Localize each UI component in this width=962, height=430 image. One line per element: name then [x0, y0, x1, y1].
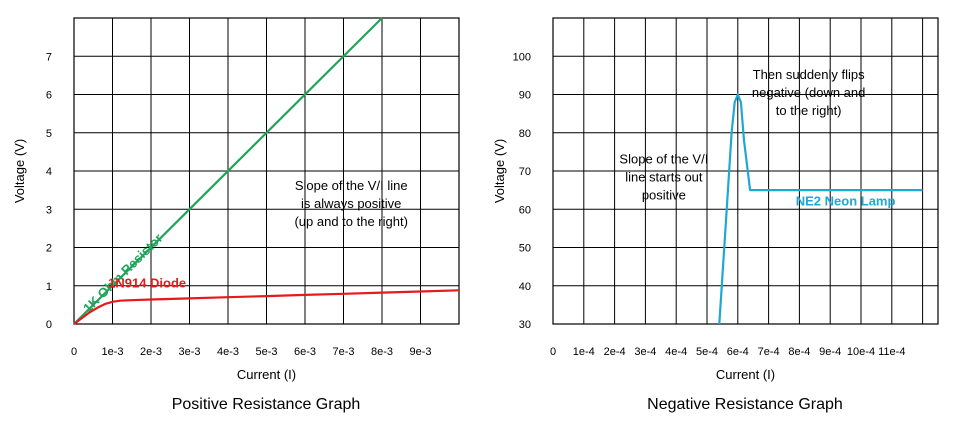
- x-tick-label: 7e-3: [332, 346, 354, 358]
- annotation-line: Slope of the V/I: [619, 151, 708, 166]
- chart-caption: Positive Resistance Graph: [172, 396, 361, 413]
- y-tick-label: 80: [519, 128, 531, 140]
- series-label-2: 1N914 Diode: [108, 276, 186, 291]
- x-tick-label: 8e-3: [371, 346, 393, 358]
- x-tick-label: 3e-3: [178, 346, 200, 358]
- x-tick-label: 0: [550, 346, 556, 358]
- y-tick-label: 50: [519, 243, 531, 255]
- x-tick-label: 11e-4: [878, 346, 905, 358]
- x-tick-label: 2e-4: [604, 346, 626, 358]
- grid: [553, 18, 938, 324]
- grid: [74, 18, 459, 324]
- x-tick-label: 0: [71, 346, 77, 358]
- y-tick-label: 3: [46, 204, 52, 216]
- x-tick-label: 5e-4: [696, 346, 718, 358]
- annotation-line: is always positive: [301, 196, 401, 211]
- annotation-1: Slope of the V/I line is always positive (…: [294, 178, 407, 229]
- y-tick-label: 90: [519, 90, 531, 102]
- annotation-line: to the right): [776, 103, 842, 118]
- x-tick-label: 5e-3: [255, 346, 277, 358]
- x-tick-label: 7e-4: [758, 346, 780, 358]
- x-tick-label: 1e-3: [101, 346, 123, 358]
- series-label-1: NE2 Neon Lamp: [796, 193, 896, 208]
- annotation-1: Slope of the V/I line starts out positive: [619, 151, 708, 202]
- y-tick-label: 2: [46, 243, 52, 255]
- annotation-line: Then suddenly flips: [753, 67, 866, 82]
- y-tick-label: 30: [519, 319, 531, 331]
- y-tick-label: 100: [513, 51, 531, 63]
- x-tick-label: 3e-4: [634, 346, 656, 358]
- annotation-line: (up and to the right): [294, 214, 407, 229]
- annotation-2: Then suddenly flips negative (down and to …: [752, 67, 865, 118]
- series-line-1: [73, 17, 383, 325]
- y-tick-label: 1: [46, 281, 52, 293]
- x-tick-label: 9e-4: [819, 346, 841, 358]
- x-tick-label: 4e-3: [217, 346, 239, 358]
- series-line-1: [718, 93, 923, 325]
- y-tick-label: 40: [519, 281, 531, 293]
- x-tick-label: 6e-4: [727, 346, 749, 358]
- y-tick-label: 7: [46, 51, 52, 63]
- y-axis-label: Voltage (V): [492, 139, 507, 203]
- chart-panel-1: 0 1e-3 2e-3 3e-3 4e-3 5e-3 6e-3 7e-3 8e-3 9e-3 0 1 2…: [12, 17, 460, 413]
- annotation-line: line starts out: [625, 169, 703, 184]
- y-tick-label: 60: [519, 204, 531, 216]
- y-axis-label: Voltage (V): [12, 139, 27, 203]
- annotation-line: negative (down and: [752, 85, 865, 100]
- x-tick-label: 1e-4: [573, 346, 595, 358]
- x-tick-label: 9e-3: [409, 346, 431, 358]
- x-tick-label: 6e-3: [294, 346, 316, 358]
- x-tick-label: 4e-4: [665, 346, 687, 358]
- chart-panel-2: 0 1e-4 2e-4 3e-4 4e-4 5e-4 6e-4 7e-4 8e-4 9e-4 10e…: [492, 17, 939, 413]
- x-axis-label: Current (I): [716, 367, 775, 382]
- x-tick-label: 2e-3: [140, 346, 162, 358]
- x-tick-label: 8e-4: [788, 346, 810, 358]
- y-tick-label: 4: [46, 166, 52, 178]
- x-axis-label: Current (I): [237, 367, 296, 382]
- chart-caption: Negative Resistance Graph: [647, 396, 843, 413]
- x-tick-label: 10e-4: [847, 346, 875, 358]
- annotation-line: positive: [642, 187, 686, 202]
- y-tick-label: 0: [46, 319, 52, 331]
- annotation-line: Slope of the V/I line: [295, 178, 408, 193]
- y-tick-label: 6: [46, 90, 52, 102]
- y-tick-label: 70: [519, 166, 531, 178]
- y-tick-label: 5: [46, 128, 52, 140]
- series-line-2: [73, 289, 460, 325]
